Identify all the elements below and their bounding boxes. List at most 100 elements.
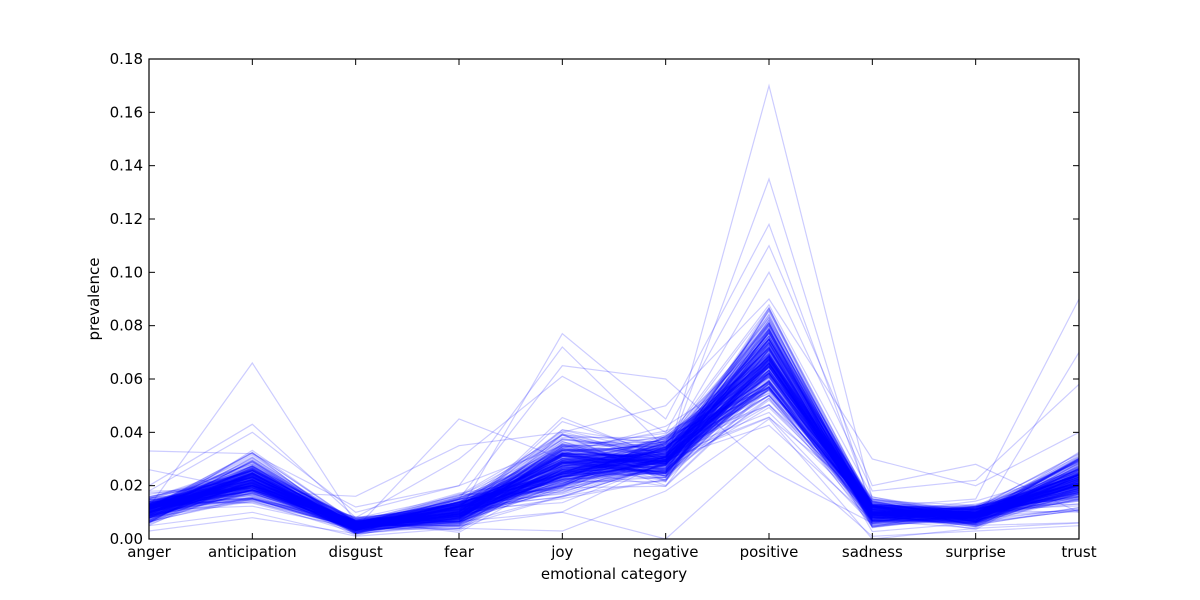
series-line xyxy=(148,385,1080,523)
series-line xyxy=(148,386,1080,529)
series-line xyxy=(148,332,1080,519)
y-tick-label: 0.00 xyxy=(110,530,143,548)
series-line xyxy=(148,388,1080,530)
series-line xyxy=(148,354,1080,521)
series-line xyxy=(148,332,1080,531)
y-tick-label: 0.08 xyxy=(110,317,143,335)
series-line xyxy=(148,349,1080,523)
series-line xyxy=(148,351,1080,524)
series-line xyxy=(148,356,1080,528)
series-line xyxy=(148,355,1080,535)
series-line xyxy=(148,360,1080,526)
series-line xyxy=(148,371,1080,527)
series-line xyxy=(148,381,1080,527)
y-axis-label: prevalence xyxy=(85,257,103,340)
series-line xyxy=(148,271,1080,513)
series-line xyxy=(148,324,1080,527)
series-lines xyxy=(148,83,1080,540)
series-line xyxy=(148,388,1080,521)
series-line xyxy=(148,364,1080,531)
series-line xyxy=(148,348,1080,528)
series-line xyxy=(148,338,1080,527)
series-line xyxy=(148,343,1080,534)
series-line xyxy=(148,353,1080,528)
x-tick-label: surprise xyxy=(945,543,1005,561)
series-line xyxy=(148,404,1080,531)
series-line xyxy=(148,337,1080,520)
series-line xyxy=(148,357,1080,527)
series-line xyxy=(148,390,1080,528)
series-line xyxy=(148,324,1080,530)
series-line xyxy=(148,369,1080,527)
series-line xyxy=(148,359,1080,530)
series-line xyxy=(148,361,1080,530)
series-line xyxy=(148,371,1080,533)
series-line xyxy=(148,309,1080,529)
series-line xyxy=(148,389,1080,525)
x-tick-label: anticipation xyxy=(208,543,297,561)
series-line xyxy=(148,365,1080,527)
series-line xyxy=(148,352,1080,528)
series-line xyxy=(148,338,1080,529)
series-line xyxy=(148,362,1080,520)
x-tick-label: positive xyxy=(740,543,799,561)
series-line xyxy=(148,360,1080,526)
series-line xyxy=(148,380,1080,534)
series-line xyxy=(148,327,1080,529)
series-line xyxy=(148,298,1080,497)
series-line xyxy=(148,338,1080,530)
x-tick-label: sadness xyxy=(842,543,903,561)
series-line xyxy=(148,365,1080,525)
series-line xyxy=(148,364,1080,525)
series-line xyxy=(148,364,1080,526)
series-line xyxy=(148,353,1080,532)
x-axis-label: emotional category xyxy=(541,565,687,583)
series-line xyxy=(148,404,1080,530)
series-line xyxy=(148,334,1080,529)
y-axis: 0.00 0.02 0.04 0.06 0.08 0.10 0.12 0.14 0.16 0.18 xyxy=(110,50,1079,548)
series-line xyxy=(148,359,1080,525)
series-line xyxy=(148,344,1080,530)
series-line xyxy=(148,377,1080,532)
series-line xyxy=(148,319,1080,527)
series-line xyxy=(148,403,1080,525)
series-line xyxy=(148,358,1080,519)
y-tick-label: 0.06 xyxy=(110,370,143,388)
series-line xyxy=(148,365,1080,530)
series-line xyxy=(148,366,1080,529)
series-line xyxy=(148,337,1080,528)
series-line xyxy=(148,416,1080,527)
series-line xyxy=(148,386,1080,525)
series-line xyxy=(148,338,1080,527)
series-line xyxy=(148,331,1080,526)
series-line xyxy=(148,346,1080,526)
series-line xyxy=(148,355,1080,525)
series-line xyxy=(148,340,1080,524)
series-line xyxy=(148,383,1080,529)
series-line xyxy=(148,359,1080,524)
series-line xyxy=(148,353,1080,530)
series-line xyxy=(148,373,1080,525)
series-line xyxy=(148,366,1080,533)
series-line xyxy=(148,374,1080,530)
series-line xyxy=(148,389,1080,527)
series-line xyxy=(148,371,1080,522)
y-tick-label: 0.16 xyxy=(110,103,143,121)
x-tick-label: fear xyxy=(444,543,475,561)
series-line xyxy=(148,350,1080,528)
series-line xyxy=(148,341,1080,523)
series-line xyxy=(148,322,1080,531)
series-line xyxy=(148,369,1080,528)
series-line xyxy=(148,373,1080,530)
series-line xyxy=(148,355,1080,532)
series-line xyxy=(148,331,1080,530)
series-line xyxy=(148,385,1080,527)
series-line xyxy=(148,375,1080,531)
series-line xyxy=(148,358,1080,525)
series-line xyxy=(148,367,1080,532)
series-line xyxy=(148,366,1080,528)
series-line xyxy=(148,370,1080,528)
series-line xyxy=(148,368,1080,523)
series-line xyxy=(148,308,1080,531)
